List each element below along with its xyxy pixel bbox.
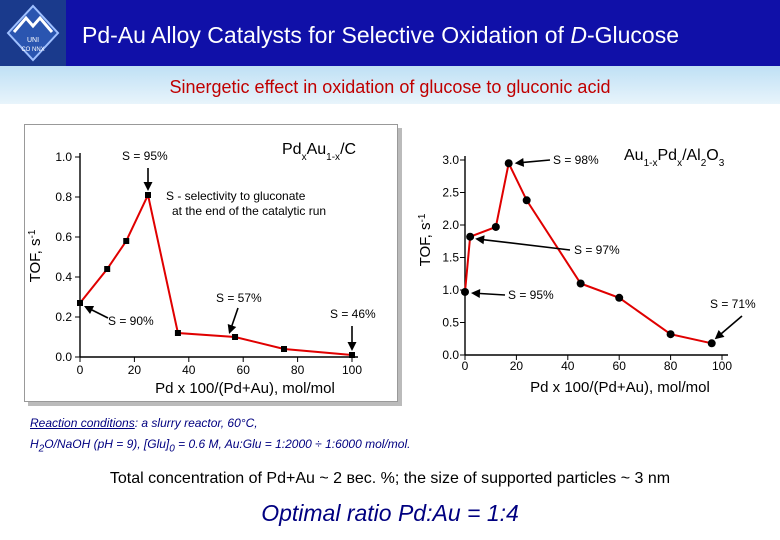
right-x-axis-label: Pd x 100/(Pd+Au), mol/mol <box>530 379 710 396</box>
page-title-d: D <box>570 22 587 48</box>
right-y-tick-label: 1.5 <box>442 251 459 265</box>
right-arrow-s95-shaft <box>477 292 506 296</box>
conditions-line-2: H2O/NaOH (pH = 9), [Glu]0 = 0.6 M, Au:Gl… <box>30 437 411 455</box>
left-y-tick-label: 0.4 <box>55 270 72 284</box>
conditions-line-1: Reaction conditions: a slurry reactor, 6… <box>30 416 258 430</box>
right-x-tick-label: 0 <box>462 359 469 373</box>
left-annotation-selectivity: S - selectivity to gluconate <box>166 189 306 203</box>
page-title: Pd-Au Alloy Catalysts for Selective Oxid… <box>82 0 679 66</box>
left-data-point <box>145 192 151 198</box>
logo-line-2: CO NNX <box>21 47 44 53</box>
right-data-point <box>666 330 675 339</box>
left-y-tick-label: 0.6 <box>55 230 72 244</box>
left-annotation-s95: S = 95% <box>122 149 168 163</box>
left-arrow-s95-head <box>143 182 153 191</box>
left-arrow-s46-head <box>347 342 357 351</box>
left-arrow-s90-shaft <box>89 308 109 319</box>
page-title-prefix: Pd-Au Alloy Catalysts for Selective Oxid… <box>82 22 571 48</box>
conditions-rest: : a slurry reactor, 60°C, <box>134 416 258 430</box>
left-annotation-catalytic-run: at the end of the catalytic run <box>172 204 326 218</box>
left-data-point <box>281 346 287 352</box>
subtitle-band <box>0 66 780 104</box>
logo-line-1: UNI <box>27 37 39 44</box>
left-arrow-s90-head <box>84 306 95 315</box>
left-y-tick-label: 0.0 <box>55 350 72 364</box>
right-arrow-s97-head <box>475 235 485 245</box>
right-y-tick-label: 0.0 <box>442 348 459 362</box>
right-data-point <box>504 159 513 168</box>
logo-emblem-icon: UNI CO NNX <box>6 4 60 62</box>
left-chart-frame <box>24 124 398 402</box>
left-arrow-s57-shaft <box>230 307 239 328</box>
left-x-tick-label: 100 <box>342 363 362 377</box>
optimal-ratio: Optimal ratio Pd:Au = 1:4 <box>261 500 519 526</box>
right-data-point <box>707 339 716 348</box>
left-data-point <box>123 238 130 244</box>
right-x-tick-label: 80 <box>664 359 678 373</box>
left-y-tick-label: 0.2 <box>55 310 72 324</box>
right-x-tick-label: 100 <box>712 359 732 373</box>
right-data-point <box>491 222 500 231</box>
right-data-point <box>466 232 475 241</box>
subtitle: Sinergetic effect in oxidation of glucos… <box>169 77 611 97</box>
left-annotation-s90: S = 90% <box>108 314 154 328</box>
left-x-tick-label: 20 <box>128 363 142 377</box>
left-data-point <box>232 334 239 340</box>
right-x-tick-label: 60 <box>613 359 627 373</box>
left-chart-title: PdxAu1-x/C <box>282 141 356 163</box>
left-x-tick-label: 0 <box>77 363 84 377</box>
right-y-tick-label: 2.0 <box>442 218 459 232</box>
right-y-axis-label: TOF, s-1 <box>417 213 435 266</box>
right-y-tick-label: 1.0 <box>442 283 459 297</box>
left-arrow-s57-head <box>227 324 237 334</box>
chart-right: 0.0 0.5 1.0 1.5 2.0 2.5 3.0 0 20 40 60 80 100 TOF, s-… <box>417 147 757 396</box>
right-arrow-s98-shaft <box>521 159 551 164</box>
left-series-line <box>79 191 353 356</box>
right-annotation-s95: S = 95% <box>508 288 554 302</box>
left-x-tick-label: 40 <box>182 363 196 377</box>
right-annotation-s71: S = 71% <box>710 297 756 311</box>
left-annotation-s57: S = 57% <box>216 291 262 305</box>
right-data-point <box>615 293 624 302</box>
right-arrow-s71-shaft <box>719 315 743 336</box>
left-data-point <box>104 266 111 272</box>
left-x-tick-label: 80 <box>291 363 305 377</box>
left-y-tick-label: 0.8 <box>55 190 72 204</box>
right-chart-title: Au1-xPdx/Al2O3 <box>624 147 725 169</box>
left-y-axis-label: TOF, s-1 <box>27 229 45 282</box>
left-x-axis-label: Pd x 100/(Pd+Au), mol/mol <box>155 380 335 397</box>
right-arrow-s95-head <box>471 288 481 298</box>
right-data-point <box>576 279 585 288</box>
left-y-tick-label: 1.0 <box>55 150 72 164</box>
left-data-point <box>349 352 355 358</box>
note-text: Total concentration of Pd+Au ~ 2 вес. %;… <box>109 470 671 487</box>
right-y-tick-label: 0.5 <box>442 316 459 330</box>
page-title-suffix: -Glucose <box>586 22 680 48</box>
right-arrow-s98-head <box>514 157 525 167</box>
right-y-tick-label: 3.0 <box>442 153 459 167</box>
right-arrow-s97-shaft <box>481 238 571 251</box>
logo: UNI CO NNX <box>0 0 66 66</box>
left-data-point <box>77 300 83 306</box>
right-data-point <box>522 196 531 205</box>
right-arrow-s71-head <box>714 330 725 340</box>
right-x-tick-label: 20 <box>510 359 524 373</box>
right-annotation-s98: S = 98% <box>553 153 599 167</box>
right-data-point <box>461 287 469 296</box>
left-data-point <box>174 330 181 336</box>
right-annotation-s97: S = 97% <box>574 243 620 257</box>
conditions-label: Reaction conditions <box>30 416 135 430</box>
header-bar <box>0 0 780 66</box>
right-y-tick-label: 2.5 <box>442 186 459 200</box>
chart-left: 0.0 0.2 0.4 0.6 0.8 1.0 0 20 40 60 80 100 TOF, s-1 Pd… <box>27 141 377 397</box>
left-annotation-s46: S = 46% <box>330 307 376 321</box>
right-x-tick-label: 40 <box>561 359 575 373</box>
left-x-tick-label: 60 <box>237 363 251 377</box>
